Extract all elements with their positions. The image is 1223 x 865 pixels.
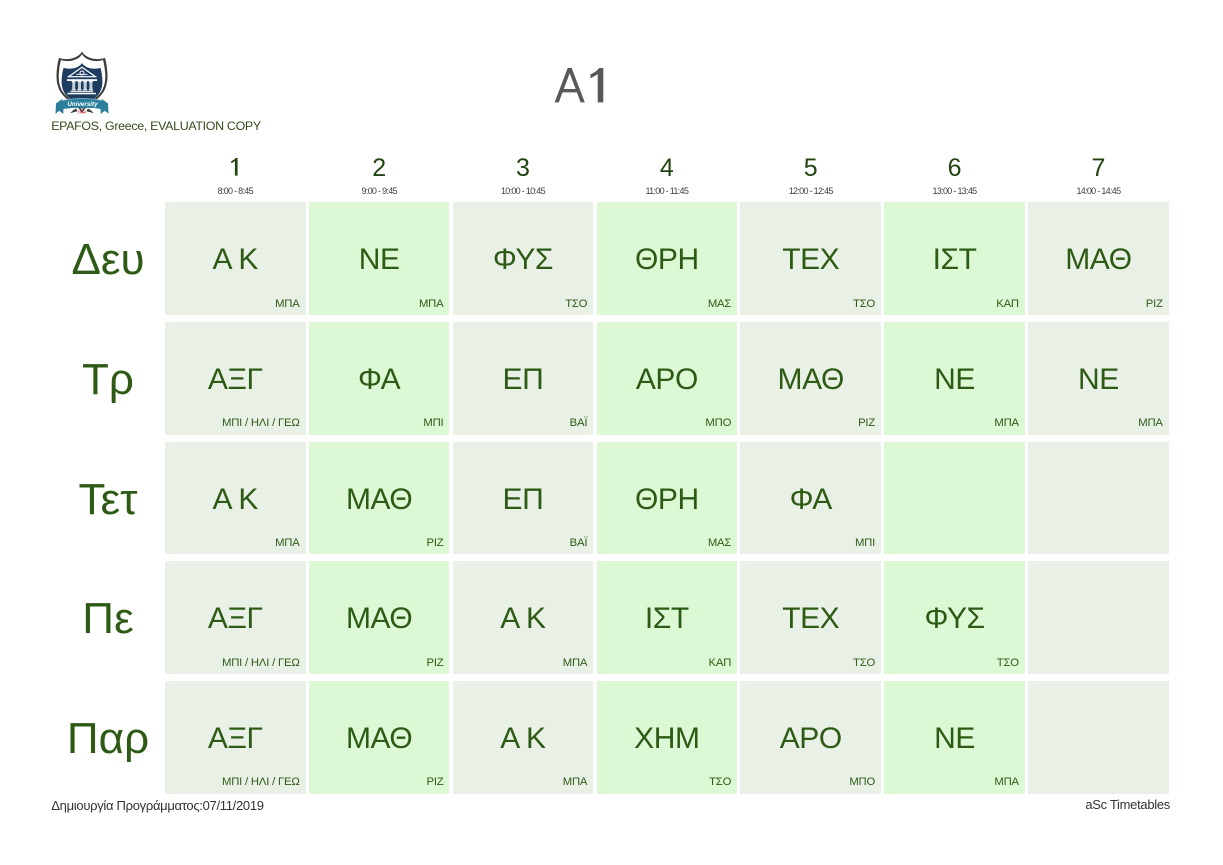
svg-text:1964: 1964 — [78, 109, 86, 114]
svg-text:University: University — [67, 101, 98, 108]
